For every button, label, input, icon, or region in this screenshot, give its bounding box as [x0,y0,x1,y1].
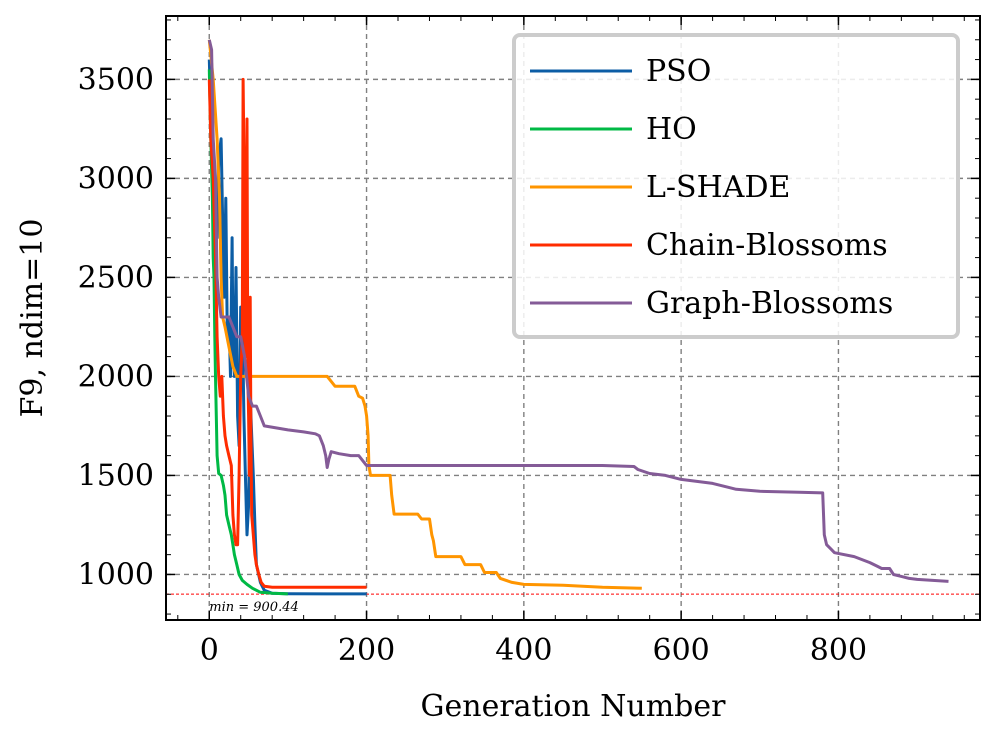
plot-area [207,39,949,596]
legend-label: Chain-Blossoms [646,228,888,263]
legend: PSO HO L-SHADE Chain-Blossoms Graph-Blossoms [512,33,960,339]
x-axis-title: Generation Number [421,689,727,724]
y-tick-label: 1000 [78,557,154,592]
series-line-graph-blossoms [207,39,949,583]
series-line-chain-blossoms [207,77,367,589]
plot-frame [165,15,981,621]
x-tick-label: 200 [338,633,395,668]
legend-label: L-SHADE [646,170,790,205]
legend-label: PSO [646,54,711,89]
y-tick-label: 3000 [78,161,154,196]
legend-label: Graph-Blossoms [646,286,893,321]
tick-labels: 0 200 400 600 800 1000 1500 2000 2500 3000 3500 [78,62,867,668]
legend-label: HO [646,112,697,147]
series-line-ho [207,69,288,596]
y-axis-title: F9, ndim=10 [15,219,50,418]
axis-ticks [166,16,980,620]
series-line-l-shade [207,39,642,590]
x-tick-label: 400 [495,633,552,668]
min-annotation: min = 900.44 [209,600,299,615]
y-tick-label: 2500 [78,260,154,295]
x-tick-label: 0 [200,633,219,668]
x-tick-label: 600 [653,633,710,668]
y-tick-label: 1500 [78,458,154,493]
y-tick-label: 3500 [78,62,154,97]
x-tick-label: 800 [810,633,867,668]
legend-box [512,33,960,339]
y-tick-label: 2000 [78,359,154,394]
